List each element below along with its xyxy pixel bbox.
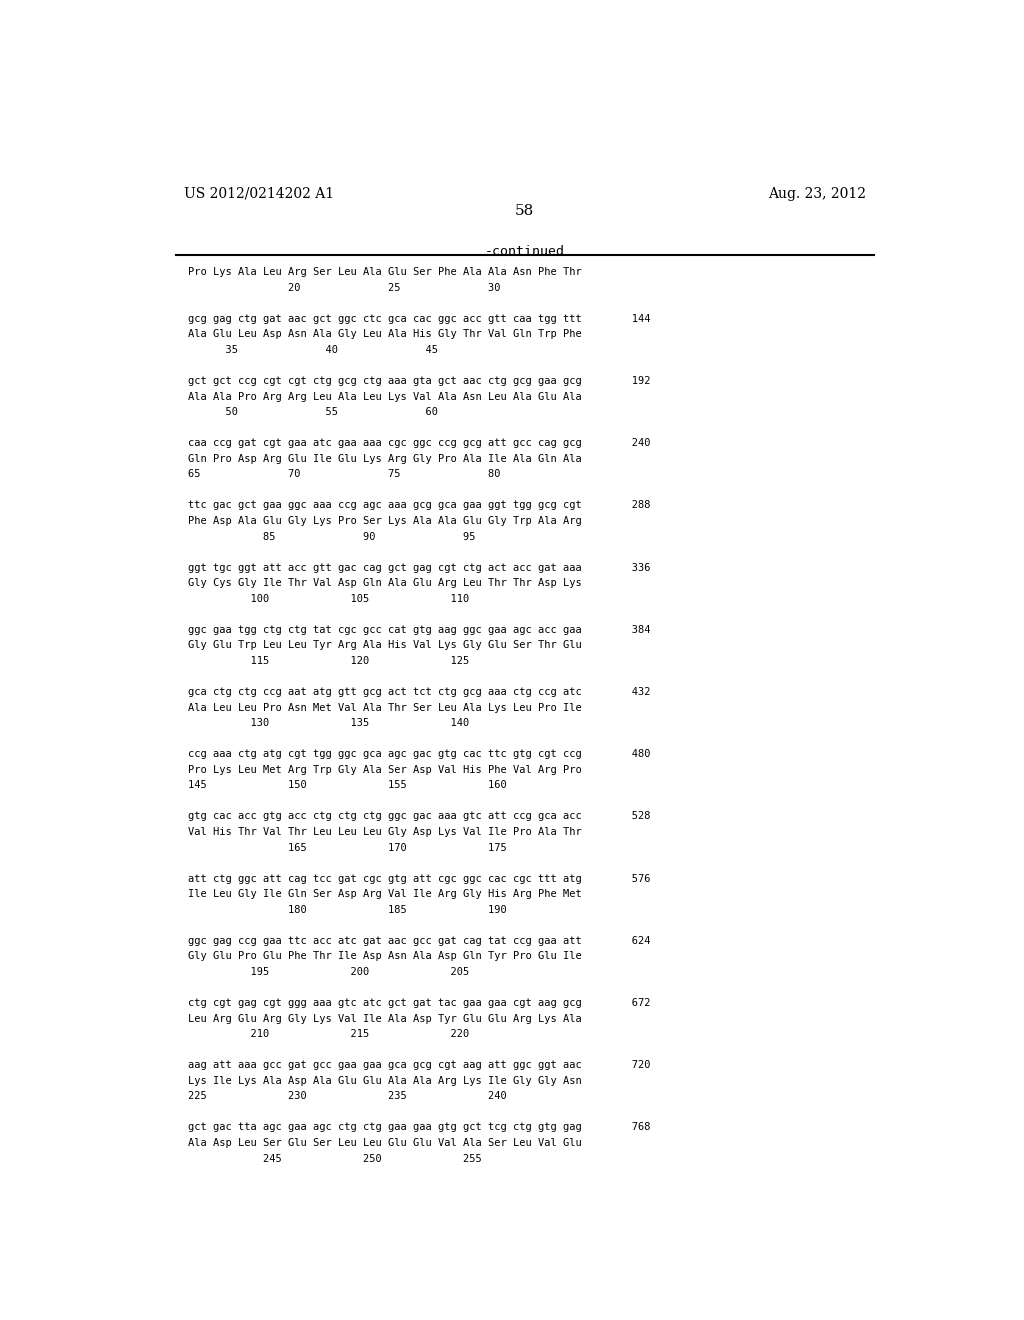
Text: ttc gac gct gaa ggc aaa ccg agc aaa gcg gca gaa ggt tgg gcg cgt        288: ttc gac gct gaa ggc aaa ccg agc aaa gcg … bbox=[187, 500, 650, 511]
Text: 225             230             235             240: 225 230 235 240 bbox=[187, 1092, 506, 1101]
Text: US 2012/0214202 A1: US 2012/0214202 A1 bbox=[183, 187, 334, 201]
Text: Gln Pro Asp Arg Glu Ile Glu Lys Arg Gly Pro Ala Ile Ala Gln Ala: Gln Pro Asp Arg Glu Ile Glu Lys Arg Gly … bbox=[187, 454, 582, 463]
Text: Gly Glu Trp Leu Leu Tyr Arg Ala His Val Lys Gly Glu Ser Thr Glu: Gly Glu Trp Leu Leu Tyr Arg Ala His Val … bbox=[187, 640, 582, 651]
Text: gtg cac acc gtg acc ctg ctg ctg ggc gac aaa gtc att ccg gca acc        528: gtg cac acc gtg acc ctg ctg ctg ggc gac … bbox=[187, 812, 650, 821]
Text: gct gac tta agc gaa agc ctg ctg gaa gaa gtg gct tcg ctg gtg gag        768: gct gac tta agc gaa agc ctg ctg gaa gaa … bbox=[187, 1122, 650, 1133]
Text: Pro Lys Ala Leu Arg Ser Leu Ala Glu Ser Phe Ala Ala Asn Phe Thr: Pro Lys Ala Leu Arg Ser Leu Ala Glu Ser … bbox=[187, 267, 582, 277]
Text: Ala Glu Leu Asp Asn Ala Gly Leu Ala His Gly Thr Val Gln Trp Phe: Ala Glu Leu Asp Asn Ala Gly Leu Ala His … bbox=[187, 330, 582, 339]
Text: att ctg ggc att cag tcc gat cgc gtg att cgc ggc cac cgc ttt atg        576: att ctg ggc att cag tcc gat cgc gtg att … bbox=[187, 874, 650, 883]
Text: 85              90              95: 85 90 95 bbox=[187, 532, 475, 541]
Text: 35              40              45: 35 40 45 bbox=[187, 345, 437, 355]
Text: Gly Cys Gly Ile Thr Val Asp Gln Ala Glu Arg Leu Thr Thr Asp Lys: Gly Cys Gly Ile Thr Val Asp Gln Ala Glu … bbox=[187, 578, 582, 589]
Text: 130             135             140: 130 135 140 bbox=[187, 718, 469, 729]
Text: Ala Ala Pro Arg Arg Leu Ala Leu Lys Val Ala Asn Leu Ala Glu Ala: Ala Ala Pro Arg Arg Leu Ala Leu Lys Val … bbox=[187, 392, 582, 401]
Text: ggc gag ccg gaa ttc acc atc gat aac gcc gat cag tat ccg gaa att        624: ggc gag ccg gaa ttc acc atc gat aac gcc … bbox=[187, 936, 650, 946]
Text: 210             215             220: 210 215 220 bbox=[187, 1030, 469, 1039]
Text: -continued: -continued bbox=[484, 244, 565, 257]
Text: Leu Arg Glu Arg Gly Lys Val Ile Ala Asp Tyr Glu Glu Arg Lys Ala: Leu Arg Glu Arg Gly Lys Val Ile Ala Asp … bbox=[187, 1014, 582, 1023]
Text: Phe Asp Ala Glu Gly Lys Pro Ser Lys Ala Ala Glu Gly Trp Ala Arg: Phe Asp Ala Glu Gly Lys Pro Ser Lys Ala … bbox=[187, 516, 582, 525]
Text: ctg cgt gag cgt ggg aaa gtc atc gct gat tac gaa gaa cgt aag gcg        672: ctg cgt gag cgt ggg aaa gtc atc gct gat … bbox=[187, 998, 650, 1008]
Text: gcg gag ctg gat aac gct ggc ctc gca cac ggc acc gtt caa tgg ttt        144: gcg gag ctg gat aac gct ggc ctc gca cac … bbox=[187, 314, 650, 323]
Text: ggc gaa tgg ctg ctg tat cgc gcc cat gtg aag ggc gaa agc acc gaa        384: ggc gaa tgg ctg ctg tat cgc gcc cat gtg … bbox=[187, 624, 650, 635]
Text: 65              70              75              80: 65 70 75 80 bbox=[187, 470, 500, 479]
Text: 165             170             175: 165 170 175 bbox=[187, 842, 506, 853]
Text: aag att aaa gcc gat gcc gaa gaa gca gcg cgt aag att ggc ggt aac        720: aag att aaa gcc gat gcc gaa gaa gca gcg … bbox=[187, 1060, 650, 1071]
Text: ccg aaa ctg atg cgt tgg ggc gca agc gac gtg cac ttc gtg cgt ccg        480: ccg aaa ctg atg cgt tgg ggc gca agc gac … bbox=[187, 750, 650, 759]
Text: ggt tgc ggt att acc gtt gac cag gct gag cgt ctg act acc gat aaa        336: ggt tgc ggt att acc gtt gac cag gct gag … bbox=[187, 562, 650, 573]
Text: Pro Lys Leu Met Arg Trp Gly Ala Ser Asp Val His Phe Val Arg Pro: Pro Lys Leu Met Arg Trp Gly Ala Ser Asp … bbox=[187, 764, 582, 775]
Text: caa ccg gat cgt gaa atc gaa aaa cgc ggc ccg gcg att gcc cag gcg        240: caa ccg gat cgt gaa atc gaa aaa cgc ggc … bbox=[187, 438, 650, 449]
Text: 58: 58 bbox=[515, 205, 535, 218]
Text: Ala Asp Leu Ser Glu Ser Leu Leu Glu Glu Val Ala Ser Leu Val Glu: Ala Asp Leu Ser Glu Ser Leu Leu Glu Glu … bbox=[187, 1138, 582, 1148]
Text: 100             105             110: 100 105 110 bbox=[187, 594, 469, 603]
Text: gca ctg ctg ccg aat atg gtt gcg act tct ctg gcg aaa ctg ccg atc        432: gca ctg ctg ccg aat atg gtt gcg act tct … bbox=[187, 686, 650, 697]
Text: Val His Thr Val Thr Leu Leu Leu Gly Asp Lys Val Ile Pro Ala Thr: Val His Thr Val Thr Leu Leu Leu Gly Asp … bbox=[187, 828, 582, 837]
Text: 180             185             190: 180 185 190 bbox=[187, 904, 506, 915]
Text: 245             250             255: 245 250 255 bbox=[187, 1154, 481, 1163]
Text: gct gct ccg cgt cgt ctg gcg ctg aaa gta gct aac ctg gcg gaa gcg        192: gct gct ccg cgt cgt ctg gcg ctg aaa gta … bbox=[187, 376, 650, 385]
Text: 115             120             125: 115 120 125 bbox=[187, 656, 469, 665]
Text: Ile Leu Gly Ile Gln Ser Asp Arg Val Ile Arg Gly His Arg Phe Met: Ile Leu Gly Ile Gln Ser Asp Arg Val Ile … bbox=[187, 890, 582, 899]
Text: Aug. 23, 2012: Aug. 23, 2012 bbox=[768, 187, 866, 201]
Text: 20              25              30: 20 25 30 bbox=[187, 282, 500, 293]
Text: 145             150             155             160: 145 150 155 160 bbox=[187, 780, 506, 791]
Text: Lys Ile Lys Ala Asp Ala Glu Glu Ala Ala Arg Lys Ile Gly Gly Asn: Lys Ile Lys Ala Asp Ala Glu Glu Ala Ala … bbox=[187, 1076, 582, 1086]
Text: Ala Leu Leu Pro Asn Met Val Ala Thr Ser Leu Ala Lys Leu Pro Ile: Ala Leu Leu Pro Asn Met Val Ala Thr Ser … bbox=[187, 702, 582, 713]
Text: 50              55              60: 50 55 60 bbox=[187, 407, 437, 417]
Text: 195             200             205: 195 200 205 bbox=[187, 968, 469, 977]
Text: Gly Glu Pro Glu Phe Thr Ile Asp Asn Ala Asp Gln Tyr Pro Glu Ile: Gly Glu Pro Glu Phe Thr Ile Asp Asn Ala … bbox=[187, 952, 582, 961]
